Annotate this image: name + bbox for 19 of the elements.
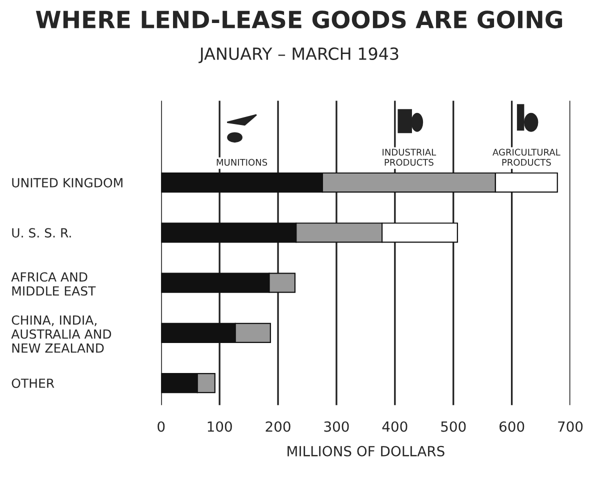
y-tick-label: AFRICA AND MIDDLE EAST [11, 272, 96, 296]
y-tick-label: U. S. S. R. [12, 228, 71, 238]
x-tick-label: 700 [558, 421, 583, 432]
x-tick-label: 300 [324, 421, 349, 432]
series-label: AGRICULTURAL PRODUCTS [492, 148, 560, 166]
x-tick-label: 200 [266, 421, 290, 432]
y-tick-label: OTHER [12, 378, 54, 388]
x-axis-title: MILLIONS OF DOLLARS [288, 446, 444, 456]
chart-subtitle: JANUARY – MARCH 1943 [198, 47, 398, 64]
x-tick-label: 500 [441, 421, 466, 432]
x-tick-label: 0 [158, 421, 165, 432]
series-label: INDUSTRIAL PRODUCTS [382, 148, 436, 166]
series-label: MUNITIONS [216, 158, 268, 166]
x-tick-label: 600 [500, 421, 524, 432]
x-tick-label: 100 [208, 421, 232, 432]
x-tick-label: 400 [382, 421, 408, 432]
y-tick-label: CHINA, INDIA, AUSTRALIA AND NEW ZEALAND [11, 315, 112, 353]
y-tick-label: UNITED KINGDOM [12, 178, 122, 188]
chart-title: WHERE LEND-LEASE GOODS ARE GOING [36, 10, 562, 28]
